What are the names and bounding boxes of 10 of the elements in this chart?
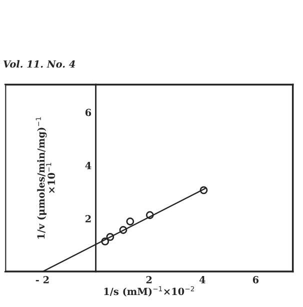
y-tick-label: 4 [85,162,92,170]
text: 1/v (μmoles/min/mg)$^{−1}$ ×10$^{−1}$ [36,117,56,239]
x-tick-label: 4 [199,276,206,284]
x-tick-label: - 2 [36,276,49,284]
x-tick-label: 6 [252,276,259,284]
x-tick-label: 2 [146,276,152,284]
y-tick-label: 2 [85,215,91,222]
text: Vol. 11. No. 4 [4,60,76,68]
x-axis-title: 1/s (mM)$^{−1}$×10$^{−2}$ [104,286,194,296]
y-tick-label: 6 [85,108,92,116]
